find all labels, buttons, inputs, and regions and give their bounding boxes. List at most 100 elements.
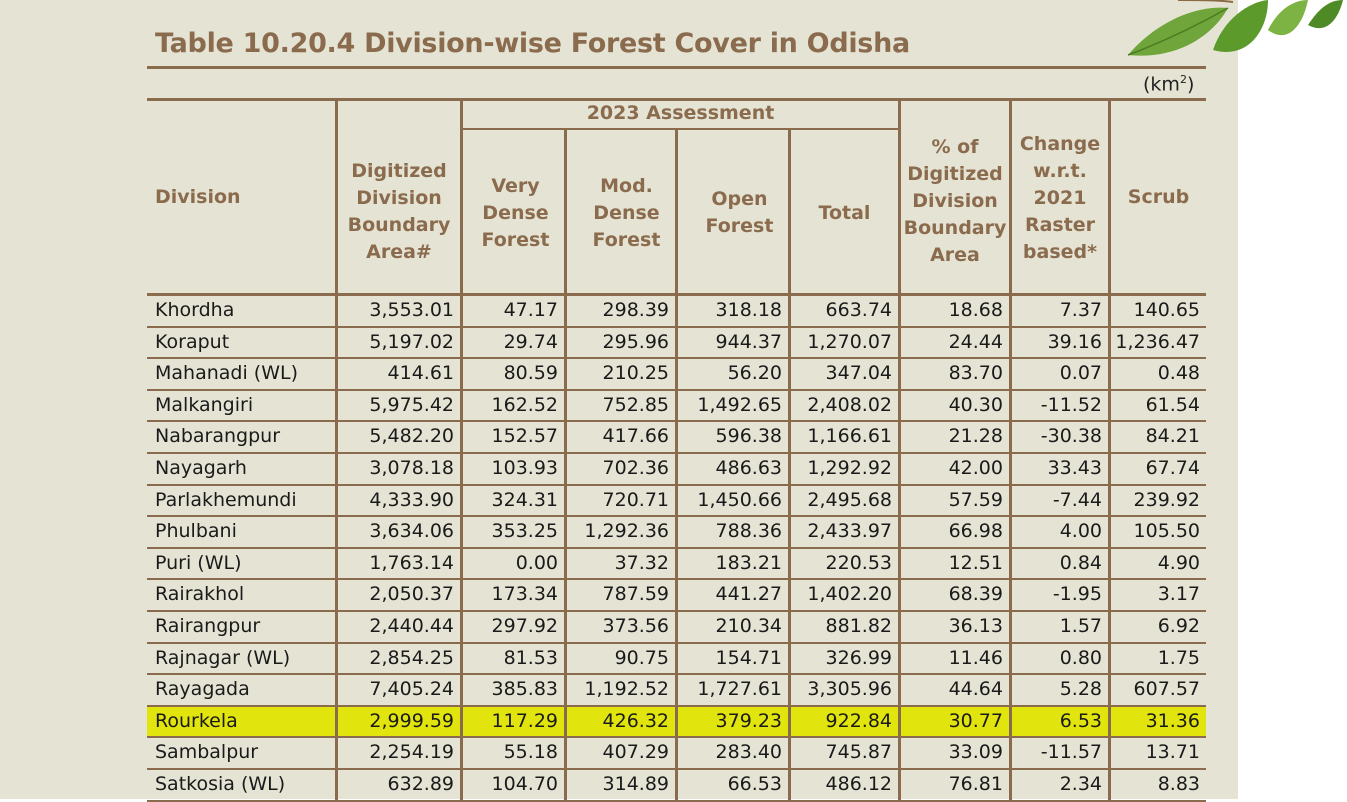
table-row: Malkangiri 5,975.42 162.52 752.85 1,492.65 2,… [147, 390, 1206, 423]
col-divider [1009, 422, 1012, 454]
col-divider [898, 453, 901, 486]
cell-vdf: 81.53 [503, 646, 558, 669]
division-name-cell: Satkosia (WL) [155, 772, 286, 795]
cell-of: 379.23 [715, 709, 782, 732]
col-divider [335, 98, 338, 296]
col-divider [675, 643, 678, 676]
cell-of: 441.27 [715, 583, 782, 606]
col-divider [335, 548, 338, 581]
col-divider [898, 390, 901, 423]
col-divider [1009, 485, 1012, 518]
col-divider [460, 611, 463, 644]
division-name-cell: Mahanadi (WL) [155, 362, 298, 385]
header-total: Total [818, 201, 871, 224]
col-divider [1108, 611, 1111, 644]
cell-of: 486.63 [715, 456, 782, 479]
col-divider [1108, 769, 1111, 802]
cell-pct: 42.00 [948, 456, 1003, 479]
cell-change: 5.28 [1059, 678, 1102, 701]
cell-change: 4.00 [1059, 520, 1102, 543]
cell-total: 1,292.92 [807, 456, 892, 479]
col-divider [564, 706, 567, 739]
cell-vdf: 29.74 [503, 330, 558, 353]
header-percent: % of Digitized Division Boundary Area [903, 135, 1007, 266]
header-area: Digitized Division Boundary Area# [347, 160, 451, 263]
col-divider [460, 738, 463, 770]
header-mod-dense: Mod. Dense Forest [592, 174, 661, 251]
col-divider [788, 327, 791, 360]
cell-mdf: 1,192.52 [584, 678, 669, 701]
cell-mdf: 752.85 [602, 393, 669, 416]
col-divider [335, 675, 338, 707]
col-divider [1108, 706, 1111, 739]
col-divider [788, 738, 791, 770]
cell-mdf: 37.32 [614, 551, 669, 574]
col-divider [898, 580, 901, 612]
cell-pct: 18.68 [948, 299, 1003, 321]
cell-total: 1,402.20 [807, 583, 892, 606]
division-name-cell: Nabarangpur [155, 425, 281, 448]
table-row: Nayagarh 3,078.18 103.93 702.36 486.63 1,292.… [147, 453, 1206, 486]
cell-pct: 40.30 [948, 393, 1003, 416]
cell-scrub: 607.57 [1133, 678, 1200, 701]
cell-mdf: 787.59 [602, 583, 669, 606]
cell-mdf: 373.56 [602, 614, 669, 637]
col-divider [898, 296, 901, 328]
col-divider [675, 128, 678, 296]
col-divider [898, 611, 901, 644]
division-name-cell: Rajnagar (WL) [155, 646, 291, 669]
page-background [0, 0, 1238, 799]
cell-vdf: 104.70 [491, 772, 558, 795]
cell-change: 1.57 [1059, 614, 1102, 637]
cell-total: 922.84 [825, 709, 892, 732]
table-row: Koraput 5,197.02 29.74 295.96 944.37 1,270.07… [147, 327, 1206, 360]
cell-change: 39.16 [1047, 330, 1102, 353]
table-row: Mahanadi (WL) 414.61 80.59 210.25 56.20 347.0… [147, 359, 1206, 391]
col-divider [898, 485, 901, 518]
col-divider [788, 675, 791, 707]
header-very-dense: Very Dense Forest [481, 174, 550, 251]
col-divider [335, 485, 338, 518]
cell-pct: 57.59 [948, 488, 1003, 511]
col-divider [460, 327, 463, 360]
col-divider [1108, 359, 1111, 391]
table-row: Rayagada 7,405.24 385.83 1,192.52 1,727.61 3,… [147, 675, 1206, 707]
cell-of: 596.38 [715, 425, 782, 448]
cell-total: 881.82 [825, 614, 892, 637]
cell-pct: 36.13 [948, 614, 1003, 637]
col-divider [898, 706, 901, 739]
col-divider [1009, 390, 1012, 423]
col-divider [898, 327, 901, 360]
cell-of: 1,492.65 [697, 393, 782, 416]
col-divider [335, 643, 338, 676]
cell-of: 944.37 [715, 330, 782, 353]
cell-change: 2.34 [1059, 772, 1102, 795]
cell-change: 33.43 [1047, 456, 1102, 479]
table-row: Rourkela 2,999.59 117.29 426.32 379.23 922.84… [147, 706, 1206, 739]
cell-change: -1.95 [1052, 583, 1102, 606]
division-name-cell: Puri (WL) [155, 551, 242, 574]
col-divider [564, 769, 567, 802]
table-header: Division Digitized Division Boundary Are… [147, 98, 1206, 296]
cell-scrub: 239.92 [1133, 488, 1200, 511]
col-divider [564, 485, 567, 518]
col-divider [788, 359, 791, 391]
col-divider [564, 517, 567, 549]
col-divider [675, 548, 678, 581]
cell-mdf: 407.29 [602, 741, 669, 764]
cell-of: 56.20 [727, 362, 782, 385]
cell-of: 210.34 [715, 614, 782, 637]
col-divider [1009, 296, 1012, 328]
division-name-cell: Phulbani [155, 520, 237, 543]
cell-vdf: 385.83 [491, 678, 558, 701]
col-divider [460, 517, 463, 549]
col-divider [788, 517, 791, 549]
col-divider [1108, 643, 1111, 676]
col-divider [898, 359, 901, 391]
cell-of: 66.53 [727, 772, 782, 795]
cell-total: 2,433.97 [807, 520, 892, 543]
cell-vdf: 324.31 [491, 488, 558, 511]
cell-vdf: 80.59 [503, 362, 558, 385]
cell-area: 5,975.42 [369, 393, 454, 416]
table-row: Rairakhol 2,050.37 173.34 787.59 441.27 1,402… [147, 580, 1206, 612]
